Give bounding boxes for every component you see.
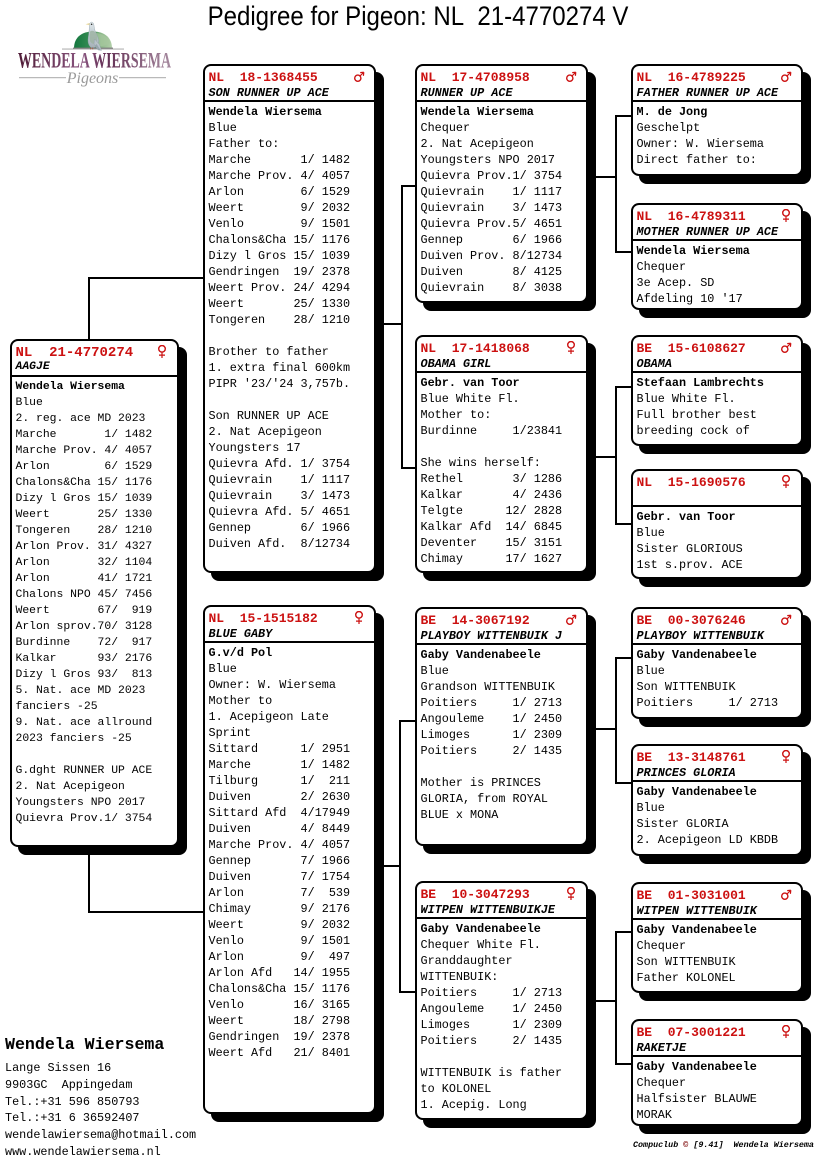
svg-text:WENDELA WIERSEMA: WENDELA WIERSEMA — [18, 48, 171, 73]
svg-text:Pigeons: Pigeons — [66, 70, 119, 87]
